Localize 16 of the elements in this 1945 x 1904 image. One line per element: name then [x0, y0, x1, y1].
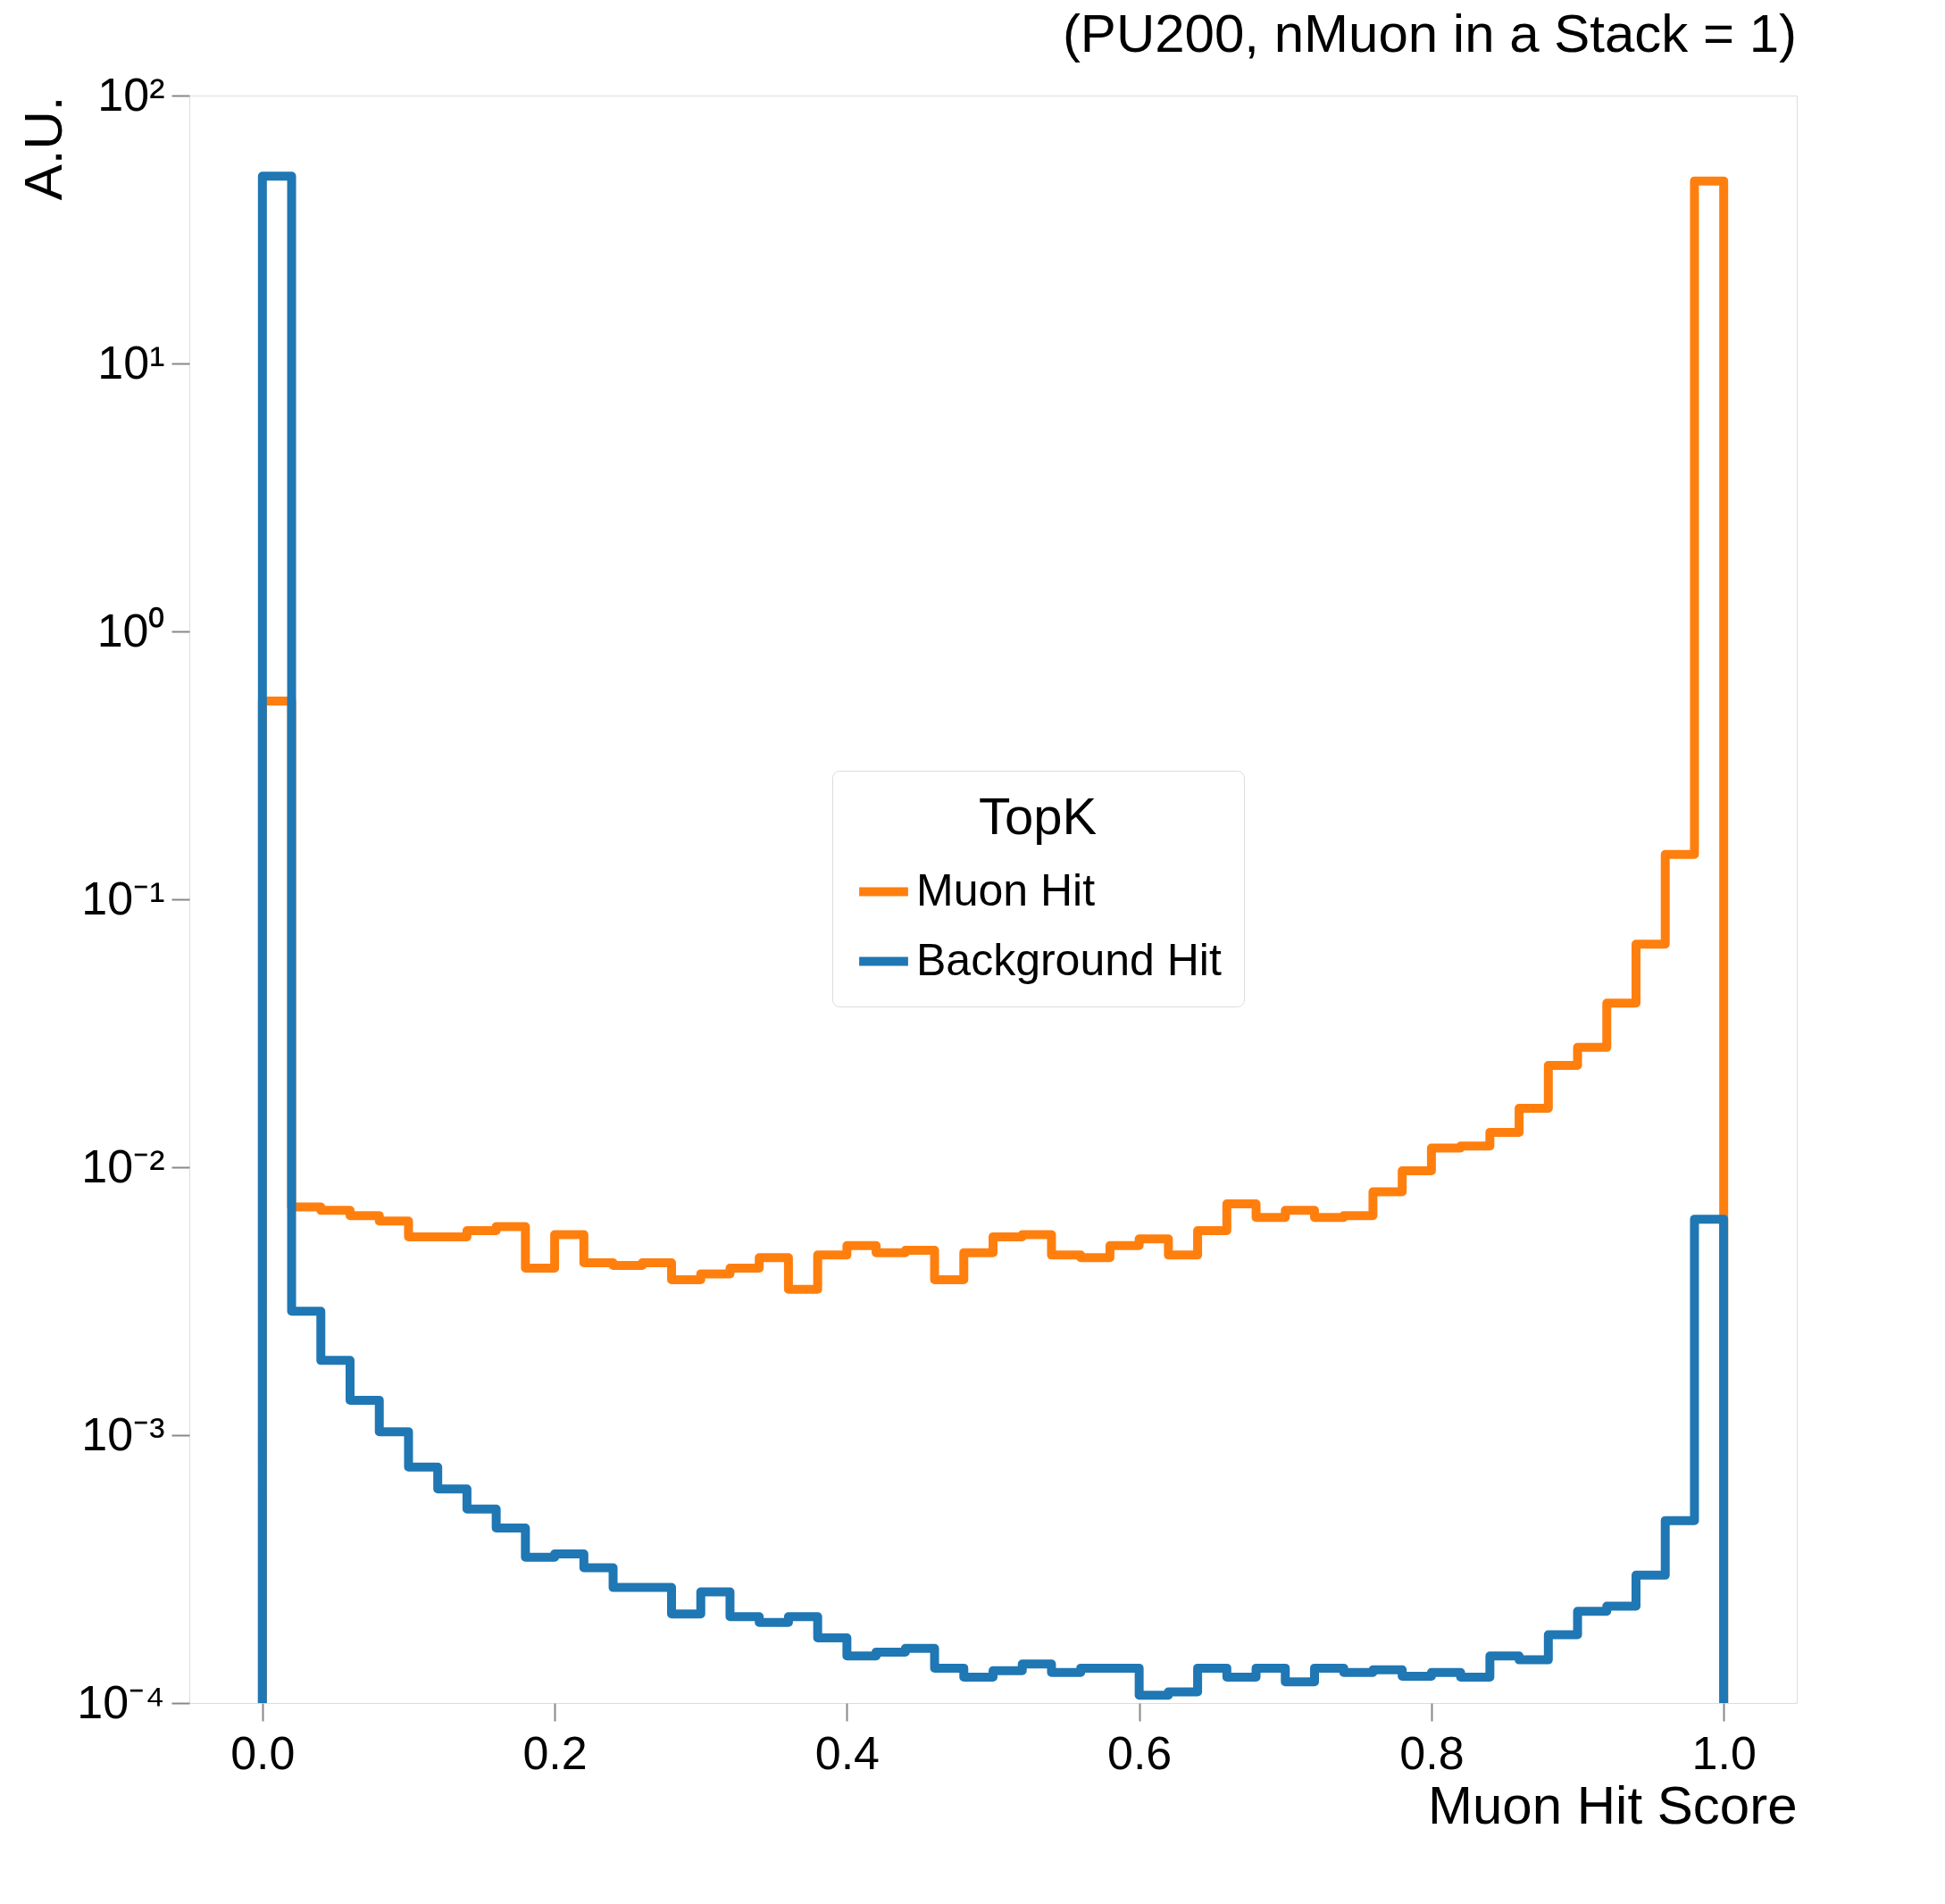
y-tick-label: 10⁻³: [81, 1407, 165, 1460]
x-tick-label: 0.2: [522, 1726, 588, 1779]
y-tick-label: 10²: [97, 68, 165, 121]
x-tick-label: 0.4: [814, 1726, 881, 1779]
legend-title: TopK: [978, 787, 1098, 845]
y-tick-label: 10⁻⁴: [77, 1675, 165, 1728]
chart-title: (PU200, nMuon in a Stack = 1): [1062, 4, 1797, 63]
y-axis-title: A.U.: [13, 96, 74, 201]
legend-label: Muon Hit: [916, 864, 1096, 915]
x-tick-label: 0.6: [1106, 1726, 1173, 1779]
y-tick-label: 10¹: [97, 336, 165, 388]
legend-label: Background Hit: [916, 934, 1222, 985]
y-tick-label: 10⁻¹: [81, 872, 165, 924]
y-tick-label: 10⁰: [96, 604, 165, 656]
y-tick-label: 10⁻²: [81, 1140, 165, 1192]
x-tick-label: 0.0: [230, 1726, 296, 1779]
